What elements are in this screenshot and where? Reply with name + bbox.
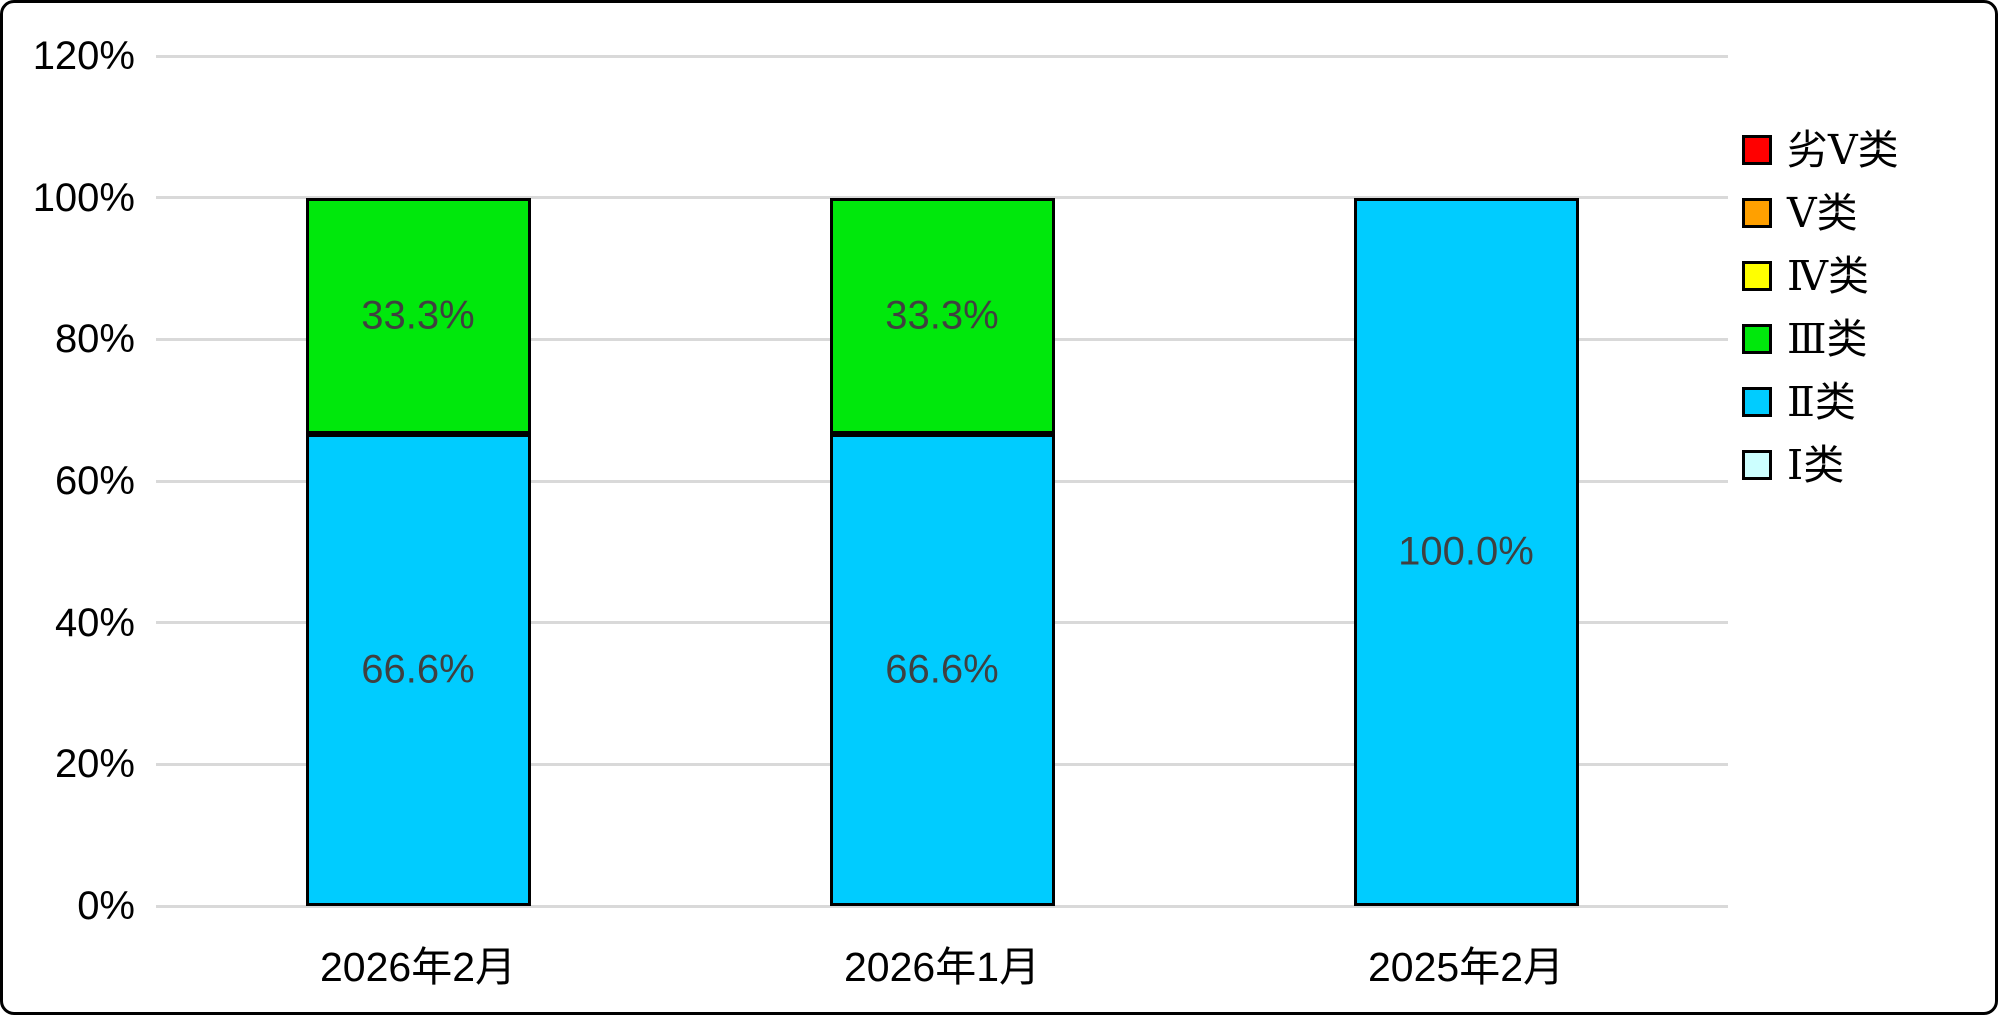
y-tick-label: 40% (54, 600, 135, 645)
bar-segment (1353, 197, 1579, 906)
bar-segment (829, 198, 1055, 435)
bar-value-label: 100.0% (1398, 529, 1534, 574)
legend-item: Ⅴ类 (1742, 192, 1858, 233)
legend-swatch (1742, 198, 1772, 228)
gridline (156, 904, 1728, 908)
bar-value-label: 33.3% (885, 293, 999, 338)
y-tick-label: 20% (54, 742, 135, 787)
legend-item: 劣Ⅴ类 (1742, 129, 1899, 170)
legend-label: Ⅴ类 (1787, 188, 1858, 237)
legend-label: 劣Ⅴ类 (1787, 125, 1899, 174)
legend-swatch (1742, 324, 1772, 354)
x-category-label: 2026年1月 (843, 944, 1041, 990)
bar-segment (305, 198, 531, 435)
y-tick-label: 100% (32, 175, 135, 220)
bar-value-label: 66.6% (361, 647, 475, 692)
y-tick-label: 60% (54, 459, 135, 503)
bar-value-label: 66.6% (885, 647, 999, 692)
legend-label: Ⅲ类 (1787, 314, 1868, 363)
bar-segment (829, 434, 1055, 906)
legend-item: Ⅲ类 (1742, 318, 1868, 359)
legend-label: Ⅱ类 (1787, 377, 1856, 426)
gridline (156, 196, 1728, 200)
y-tick-label: 0% (77, 884, 135, 928)
gridline (156, 54, 1728, 58)
x-category-label: 2025年2月 (1367, 944, 1565, 990)
y-tick-label: 120% (32, 34, 135, 78)
bar-value-label: 33.3% (361, 293, 475, 338)
x-category-label: 2026年2月 (319, 944, 517, 990)
legend-swatch (1742, 450, 1772, 480)
legend-item: Ⅳ类 (1742, 255, 1869, 296)
bar-segment (305, 434, 531, 906)
y-tick-label: 80% (54, 317, 135, 362)
legend-label: Ⅳ类 (1787, 251, 1869, 300)
legend-swatch (1742, 261, 1772, 291)
legend-item: Ⅰ类 (1742, 444, 1844, 485)
plot-area: 0% 20% 40% 60% 80% 100% 120% 66.6% 33.3% 2026年2月 6… (3, 3, 1995, 1012)
legend-swatch (1742, 387, 1772, 417)
legend-label: Ⅰ类 (1787, 440, 1845, 489)
legend-swatch (1742, 135, 1772, 165)
legend-item: Ⅱ类 (1742, 381, 1856, 422)
